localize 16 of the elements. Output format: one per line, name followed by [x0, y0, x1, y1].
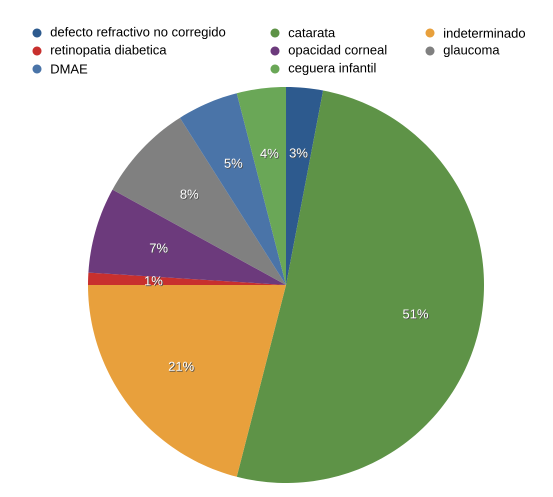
data-label: 5%	[224, 158, 242, 168]
data-label: 4%	[261, 150, 280, 159]
legend-label: DMAE	[51, 64, 88, 74]
legend-label: catarata	[288, 28, 336, 38]
data-label: 21%	[170, 362, 195, 372]
data-label: 51%	[404, 310, 429, 320]
legend-label: opacidad corneal	[288, 44, 386, 58]
legend-label: indeterminado	[444, 28, 526, 38]
legend-label: defecto refractivo no corregido	[50, 26, 226, 40]
data-label: 1%	[146, 277, 164, 286]
data-label: 3%	[290, 149, 308, 158]
legend-label: ceguera infantil	[288, 62, 376, 76]
data-label: 8%	[181, 190, 200, 200]
legend-label: retinopatia diabetica	[51, 44, 167, 58]
legend-label: glaucoma	[444, 44, 500, 58]
data-label: 7%	[150, 244, 168, 254]
